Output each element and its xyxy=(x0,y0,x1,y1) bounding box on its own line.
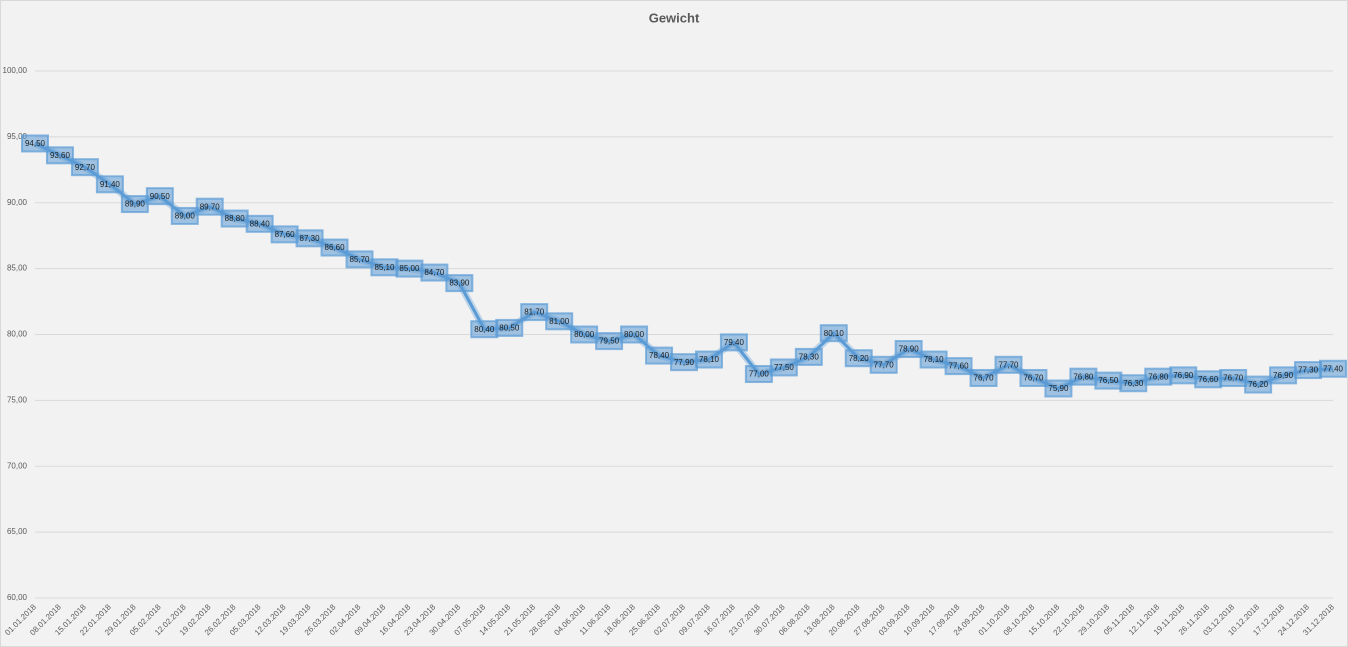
data-label-box xyxy=(70,158,99,177)
data-label: 76,90 xyxy=(1273,371,1294,380)
data-label: 77,60 xyxy=(949,362,970,371)
data-label-box xyxy=(944,357,973,376)
data-label: 80,50 xyxy=(499,324,520,333)
data-label: 77,70 xyxy=(874,360,895,369)
data-label: 90,50 xyxy=(150,192,171,201)
data-label: 81,70 xyxy=(524,308,545,317)
data-label: 76,30 xyxy=(1123,379,1144,388)
data-label-box xyxy=(95,175,124,194)
data-label: 76,80 xyxy=(1148,372,1169,381)
data-label-box xyxy=(994,355,1023,374)
y-tick-label: 60,00 xyxy=(7,593,28,602)
data-label: 81,00 xyxy=(549,317,570,326)
data-label-box xyxy=(719,333,748,352)
data-label: 78,20 xyxy=(849,354,870,363)
y-tick-label: 70,00 xyxy=(7,461,28,470)
data-label: 77,70 xyxy=(998,360,1019,369)
data-label-box xyxy=(545,312,574,331)
data-label-box xyxy=(520,303,549,322)
data-label-box xyxy=(1319,359,1347,378)
data-label-box xyxy=(694,350,723,369)
data-label-box xyxy=(195,197,224,216)
data-label-box xyxy=(245,214,274,233)
data-label-box xyxy=(420,263,449,282)
data-label: 83,90 xyxy=(449,279,470,288)
data-label-box xyxy=(295,229,324,248)
data-label: 87,30 xyxy=(300,234,321,243)
data-label: 85,00 xyxy=(399,264,420,273)
data-label-box xyxy=(445,274,474,293)
data-label: 76,20 xyxy=(1248,380,1269,389)
data-label: 79,50 xyxy=(599,337,620,346)
data-label-box xyxy=(819,324,848,343)
data-label-box xyxy=(1019,368,1048,387)
data-label: 92,70 xyxy=(75,163,96,172)
data-label: 89,70 xyxy=(200,202,221,211)
data-label: 91,40 xyxy=(100,180,121,189)
data-label: 75,90 xyxy=(1048,384,1069,393)
data-label: 93,60 xyxy=(50,151,71,160)
data-label: 80,00 xyxy=(574,330,595,339)
data-label: 76,80 xyxy=(1073,372,1094,381)
data-label: 77,40 xyxy=(1323,364,1344,373)
data-label-box xyxy=(794,347,823,366)
data-label: 88,40 xyxy=(250,219,271,228)
data-label-box xyxy=(769,358,798,377)
y-tick-label: 90,00 xyxy=(7,198,28,207)
data-label-box xyxy=(320,238,349,257)
data-label: 76,70 xyxy=(974,374,995,383)
data-label: 78,30 xyxy=(799,353,820,362)
data-label: 80,10 xyxy=(824,329,845,338)
chart-title: Gewicht xyxy=(649,10,700,25)
data-label: 76,90 xyxy=(1173,371,1194,380)
data-label: 77,50 xyxy=(774,363,795,372)
data-label: 78,10 xyxy=(924,355,945,364)
data-label: 78,90 xyxy=(899,345,920,354)
data-label: 78,40 xyxy=(649,351,670,360)
data-label-box xyxy=(495,318,524,337)
data-label: 88,80 xyxy=(225,214,246,223)
data-label-box xyxy=(894,339,923,358)
data-label: 76,70 xyxy=(1223,374,1244,383)
data-label: 87,60 xyxy=(275,230,296,239)
data-label-box xyxy=(21,134,49,153)
data-label: 80,40 xyxy=(474,325,495,334)
data-label: 80,00 xyxy=(624,330,645,339)
data-label: 77,00 xyxy=(749,370,770,379)
data-label: 76,70 xyxy=(1023,374,1044,383)
data-label: 77,90 xyxy=(674,358,695,367)
y-tick-label: 80,00 xyxy=(7,330,28,339)
y-tick-label: 100,00 xyxy=(3,66,28,75)
y-tick-label: 75,00 xyxy=(7,395,28,404)
data-label-box xyxy=(969,368,998,387)
data-label: 78,10 xyxy=(699,355,720,364)
data-label-box xyxy=(145,187,174,206)
data-label: 76,60 xyxy=(1198,375,1219,384)
data-label: 89,00 xyxy=(175,212,196,221)
data-label: 84,70 xyxy=(424,268,445,277)
y-tick-label: 85,00 xyxy=(7,264,28,273)
data-label: 85,10 xyxy=(374,263,395,272)
data-label-box xyxy=(620,325,649,344)
data-label-box xyxy=(45,146,74,165)
data-label: 77,30 xyxy=(1298,366,1319,375)
data-label: 76,50 xyxy=(1098,376,1119,385)
data-label: 79,40 xyxy=(724,338,745,347)
data-label: 85,70 xyxy=(349,255,370,264)
data-label: 86,60 xyxy=(325,243,346,252)
data-label-box xyxy=(1244,375,1273,394)
data-label-box xyxy=(869,355,898,374)
y-tick-label: 65,00 xyxy=(7,527,28,536)
data-label: 89,90 xyxy=(125,200,146,209)
data-label-box xyxy=(170,206,199,225)
data-label: 94,50 xyxy=(25,139,46,148)
data-label-box xyxy=(1044,379,1073,398)
y-tick-label: 95,00 xyxy=(7,132,28,141)
